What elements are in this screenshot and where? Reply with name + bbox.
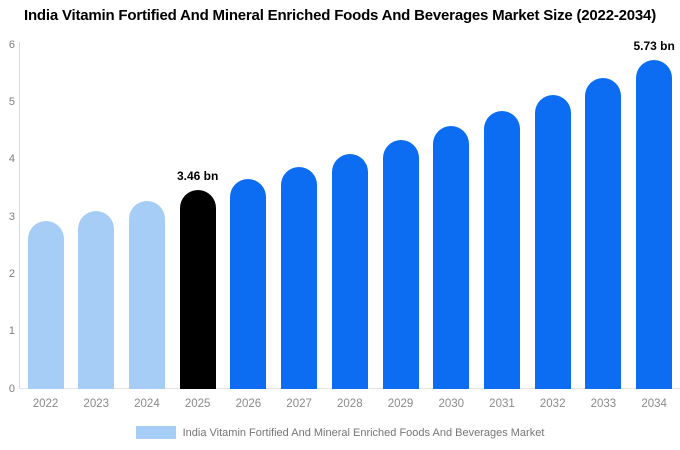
bar-2027 (281, 166, 318, 389)
legend[interactable]: India Vitamin Fortified And Mineral Enri… (0, 426, 680, 439)
x-tick-label: 2022 (32, 398, 59, 410)
x-tick-label: 2032 (539, 398, 566, 410)
chart-title: India Vitamin Fortified And Mineral Enri… (23, 7, 656, 24)
bar-2034 (636, 60, 673, 389)
bar-2031 (483, 111, 520, 389)
x-axis-line (19, 388, 680, 389)
x-tick-label: 2034 (641, 398, 667, 410)
x-tick-label: 2026 (235, 398, 262, 410)
y-tick-label: 1 (8, 325, 15, 338)
x-tick-label: 2030 (438, 398, 465, 410)
y-tick-label: 5 (8, 95, 15, 108)
y-axis-line (19, 42, 20, 389)
x-tick-label: 2031 (489, 398, 515, 410)
legend-swatch-icon (135, 426, 176, 439)
bar-2029 (382, 140, 419, 389)
bar-2024 (128, 201, 165, 389)
bar-2022 (27, 221, 64, 389)
value-label-2034: 5.73 bn (633, 38, 675, 53)
bar-2023 (78, 211, 115, 389)
bar-2026 (230, 178, 267, 389)
value-label-2025: 3.46 bn (176, 169, 219, 184)
bar-2033 (585, 77, 622, 389)
x-tick-label: 2028 (337, 398, 363, 410)
x-tick-label: 2024 (134, 398, 160, 410)
x-tick-label: 2027 (286, 398, 312, 410)
y-tick-label: 0 (8, 382, 15, 395)
bar-2030 (433, 125, 470, 389)
bar-2028 (331, 154, 368, 389)
y-tick-label: 4 (8, 153, 15, 166)
x-tick-label: 2029 (387, 398, 414, 410)
y-tick-label: 6 (8, 38, 15, 51)
legend-label: India Vitamin Fortified And Mineral Enri… (182, 426, 545, 439)
x-tick-label: 2025 (184, 398, 211, 410)
y-tick-label: 2 (8, 267, 15, 280)
x-tick-label: 2033 (590, 398, 617, 410)
bar-2032 (534, 94, 571, 389)
y-tick-label: 3 (8, 210, 15, 223)
x-tick-label: 2023 (83, 398, 110, 410)
bar-2025 (179, 190, 216, 389)
